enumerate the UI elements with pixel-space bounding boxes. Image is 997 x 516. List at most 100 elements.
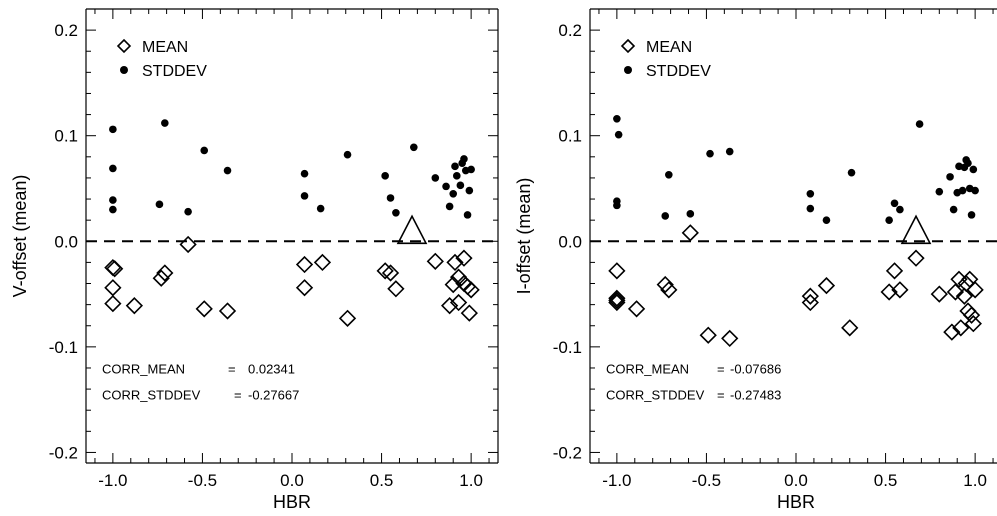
stddev-point (431, 174, 440, 182)
legend-stddev-marker (120, 66, 128, 74)
mean-point (295, 255, 314, 274)
x-tick-label: 1.0 (459, 471, 483, 490)
mean-point (656, 275, 674, 294)
stddev-point (969, 165, 978, 174)
stddev-point (451, 162, 459, 171)
x-tick-label: 0.0 (280, 471, 304, 490)
mean-point (627, 300, 646, 318)
stddev-point (184, 207, 192, 216)
stddev-point (109, 125, 117, 134)
mean-point (179, 235, 197, 254)
mean-point (104, 279, 122, 297)
y-tick-label: 0.1 (54, 127, 78, 146)
mean-point (841, 319, 859, 337)
stddev-point (316, 204, 325, 213)
stddev-point (109, 196, 117, 204)
legend-stddev-label: STDDEV (646, 63, 711, 80)
mean-point (152, 269, 170, 287)
mean-point (699, 326, 717, 344)
y-tick-label: -0.1 (553, 338, 582, 357)
stddev-point (465, 186, 474, 195)
stddev-point (453, 172, 461, 180)
mean-point (681, 224, 699, 242)
x-tick-label: 0.5 (370, 471, 394, 490)
legend-mean-label: MEAN (646, 39, 692, 56)
x-tick-label: 1.0 (963, 471, 987, 490)
stddev-point (725, 147, 734, 156)
mean-point (891, 281, 909, 299)
annotation-equals: = (717, 388, 725, 403)
x-tick-label: 0.0 (784, 471, 808, 490)
stddev-point (343, 150, 352, 159)
mean-point (660, 281, 678, 299)
panel-i-offset: -1.0 -0.5 0.0 0.5 1.0 -0.2 -0.1 0.0 0.1 0.2 HBR I-o… (514, 8, 997, 512)
mean-point (952, 319, 970, 337)
legend-stddev-marker (624, 66, 632, 74)
stddev-point (967, 211, 976, 219)
x-tick-label: -1.0 (98, 471, 127, 490)
y-tick-label: -0.2 (49, 443, 78, 462)
stddev-point (155, 200, 164, 209)
stddev-point (885, 216, 893, 224)
legend-mean-marker (620, 38, 636, 54)
stddev-point (896, 205, 904, 214)
mean-point (721, 329, 739, 348)
x-axis-title: HBR (777, 492, 815, 512)
annotation-equals: = (228, 361, 236, 376)
stddev-point (890, 199, 899, 208)
stddev-point (822, 216, 831, 224)
triangle-marker (396, 214, 428, 245)
mean-point (608, 291, 626, 310)
stddev-point (946, 173, 954, 181)
stddev-point (847, 168, 856, 177)
stddev-point (613, 201, 621, 210)
stddev-point (223, 166, 232, 175)
annotation-value: -0.27483 (730, 388, 781, 403)
stddev-point (109, 164, 117, 173)
triangle-marker (900, 214, 932, 245)
mean-point (907, 249, 925, 267)
mean-point (801, 287, 819, 305)
mean-point (962, 306, 981, 324)
x-tick-label: -1.0 (602, 471, 631, 490)
mean-point (608, 289, 626, 307)
stddev-point (381, 172, 389, 180)
annotation-label: CORR_STDDEV (102, 388, 201, 403)
stddev-point (445, 202, 454, 211)
legend-mean-label: MEAN (142, 39, 188, 56)
mean-point (218, 302, 237, 320)
y-tick-label: 0.0 (558, 232, 582, 251)
x-tick-label: -0.5 (188, 471, 217, 490)
stddev-point (613, 115, 621, 123)
annotation-value: -0.27667 (248, 388, 299, 403)
mean-point (104, 294, 122, 313)
stddev-point (665, 170, 673, 179)
mean-point (964, 315, 982, 333)
y-tick-label: 0.1 (558, 127, 582, 146)
stddev-point (392, 208, 400, 217)
panel-v-offset: -1.0 -0.5 0.0 0.5 1.0 -0.2 -0.1 0.0 0.1 0.2 HBR V-o… (10, 8, 499, 512)
mean-point (817, 276, 836, 295)
mean-point (449, 293, 468, 312)
annotation-value: -0.07686 (730, 361, 781, 376)
mean-point (608, 262, 626, 280)
mean-point (338, 309, 357, 327)
mean-point (943, 323, 961, 341)
mean-point (441, 297, 459, 315)
stddev-point (442, 182, 450, 191)
mean-point (966, 281, 984, 299)
stddev-point (935, 187, 944, 196)
annotation-label: CORR_MEAN (102, 361, 185, 376)
mean-point (946, 283, 965, 301)
annotation-label: CORR_MEAN (606, 361, 689, 376)
annotation-label: CORR_STDDEV (606, 388, 705, 403)
annotation-equals: = (717, 361, 725, 376)
stddev-point (706, 149, 714, 158)
stddev-point (964, 159, 972, 167)
mean-point (930, 285, 948, 303)
y-tick-label: -0.1 (49, 338, 78, 357)
y-tick-label: 0.2 (558, 21, 582, 40)
stddev-point (463, 211, 472, 219)
stddev-point (806, 204, 815, 213)
mean-point (195, 300, 213, 318)
